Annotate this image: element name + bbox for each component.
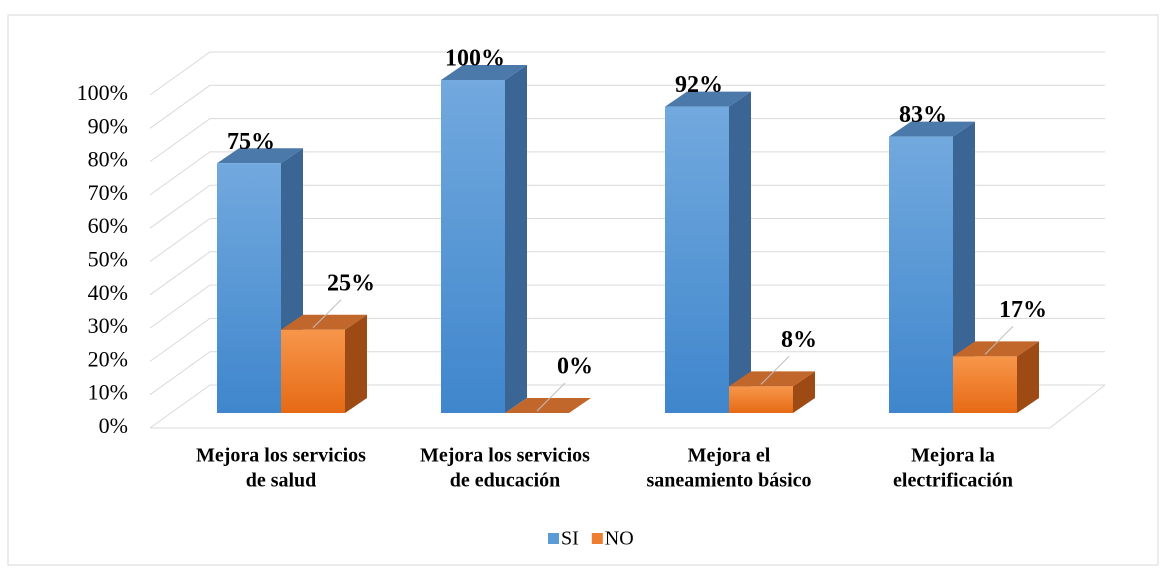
- bar-top: [441, 65, 527, 80]
- y-tick-label: 20%: [88, 346, 128, 371]
- bar-front: [665, 106, 729, 413]
- legend-label: SI: [561, 528, 579, 550]
- y-tick-label: 60%: [88, 213, 128, 238]
- bar-front: [281, 329, 345, 413]
- y-tick-label: 80%: [88, 147, 128, 172]
- grid-line: [149, 118, 1105, 163]
- bar: [953, 341, 1039, 413]
- bar-side: [1017, 341, 1039, 413]
- grid-line: [149, 84, 1105, 129]
- x-tick-label: de salud: [246, 470, 317, 492]
- x-tick-label: Mejora los servicios: [196, 445, 366, 467]
- bar-top: [281, 314, 367, 330]
- bar-front: [217, 163, 281, 413]
- y-tick-label: 90%: [88, 113, 128, 138]
- bar-top: [953, 341, 1039, 357]
- grid-line: [149, 151, 1105, 196]
- x-tick-label: saneamiento básico: [647, 470, 812, 492]
- leader-line: [312, 299, 342, 329]
- leader-line: [760, 356, 790, 385]
- bar-side: [953, 121, 975, 414]
- bar: [729, 371, 815, 413]
- x-tick-label: electrificación: [893, 470, 1013, 492]
- grid-line: [149, 51, 1105, 96]
- bar-top: [665, 91, 751, 107]
- bar: [889, 121, 975, 414]
- bar-side: [345, 314, 367, 413]
- grid-line: [149, 284, 1105, 329]
- x-tick-label: Mejora los servicios: [420, 445, 590, 467]
- bar-front: [441, 80, 505, 413]
- y-tick-label: 30%: [88, 313, 128, 338]
- data-label: 8%: [781, 327, 817, 353]
- legend-swatch: [591, 533, 603, 544]
- data-label: 83%: [899, 102, 947, 128]
- legend-label: NO: [605, 528, 634, 550]
- x-tick-label: Mejora la: [911, 445, 995, 467]
- bar-side: [729, 91, 751, 413]
- leader-line: [984, 326, 1014, 355]
- y-tick-label: 70%: [88, 180, 128, 205]
- legend-swatch: [548, 533, 559, 544]
- grid-line: [149, 218, 1105, 262]
- bar-top: [505, 398, 591, 413]
- data-label: 92%: [675, 72, 723, 98]
- bar-top: [217, 148, 303, 164]
- leader-line: [536, 382, 566, 412]
- grid-line: [149, 184, 1105, 229]
- grid-line: [149, 251, 1105, 296]
- data-label: 25%: [327, 270, 375, 296]
- data-label: 75%: [227, 129, 275, 155]
- bar: [441, 65, 527, 413]
- y-tick-label: 0%: [99, 413, 128, 438]
- data-label: 17%: [999, 297, 1047, 323]
- bar-top: [729, 371, 815, 387]
- floor-side: [1049, 384, 1106, 429]
- bar-front: [889, 136, 953, 414]
- y-tick-label: 50%: [88, 247, 128, 272]
- bar-top: [889, 121, 975, 137]
- data-label: 100%: [445, 46, 505, 72]
- x-tick-label: de educación: [450, 470, 561, 492]
- y-tick-label: 40%: [88, 280, 128, 305]
- bar: [505, 398, 591, 413]
- bar-side: [793, 371, 815, 413]
- bar-side: [505, 65, 527, 413]
- grid-line: [149, 351, 1105, 396]
- bar: [665, 91, 751, 413]
- grid-line: [149, 317, 1105, 362]
- data-label: 0%: [557, 354, 593, 380]
- bar: [281, 314, 367, 413]
- bar-front: [729, 386, 793, 413]
- bar-front: [953, 356, 1017, 413]
- x-tick-label: Mejora el: [688, 445, 771, 467]
- y-tick-label: 100%: [77, 80, 128, 105]
- y-tick-label: 10%: [88, 380, 128, 405]
